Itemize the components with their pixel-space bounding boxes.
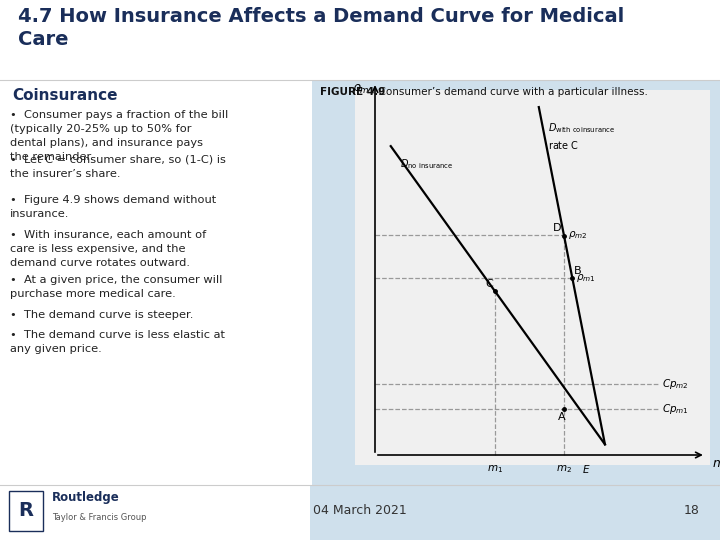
Text: $\rho_{m2}$: $\rho_{m2}$ bbox=[568, 229, 588, 241]
Text: Care: Care bbox=[18, 30, 68, 49]
Text: R: R bbox=[19, 502, 34, 521]
Text: $m_1$: $m_1$ bbox=[487, 463, 503, 475]
Bar bbox=[310, 0, 720, 540]
Text: D: D bbox=[552, 222, 561, 233]
Text: 18: 18 bbox=[684, 503, 700, 516]
Bar bbox=[0, 80, 312, 485]
Text: Routledge: Routledge bbox=[52, 491, 120, 504]
Text: B: B bbox=[575, 266, 582, 275]
Text: •  The demand curve is less elastic at
any given price.: • The demand curve is less elastic at an… bbox=[10, 330, 225, 354]
Text: $\rho_{m1}$: $\rho_{m1}$ bbox=[576, 272, 596, 284]
Text: •  The demand curve is steeper.: • The demand curve is steeper. bbox=[10, 310, 194, 320]
Bar bbox=[355, 90, 710, 465]
Text: Coinsurance: Coinsurance bbox=[12, 88, 117, 103]
Text: $D_{\rm with\ coinsurance}$
$\rm rate\ C$: $D_{\rm with\ coinsurance}$ $\rm rate\ C… bbox=[548, 122, 616, 151]
Text: $m_2$: $m_2$ bbox=[556, 463, 572, 475]
Text: •  At a given price, the consumer will
purchase more medical care.: • At a given price, the consumer will pu… bbox=[10, 275, 222, 299]
Text: $E$: $E$ bbox=[582, 463, 590, 475]
Text: $\rho_m$: $\rho_m$ bbox=[352, 82, 370, 96]
Text: 04 March 2021: 04 March 2021 bbox=[313, 503, 407, 516]
Text: $m$: $m$ bbox=[712, 457, 720, 470]
Text: $D_{\rm no\ insurance}$: $D_{\rm no\ insurance}$ bbox=[400, 157, 454, 171]
Text: $Cp_{m1}$: $Cp_{m1}$ bbox=[662, 402, 689, 416]
Text: 4.7 How Insurance Affects a Demand Curve for Medical: 4.7 How Insurance Affects a Demand Curve… bbox=[18, 7, 624, 26]
Text: $Cp_{m2}$: $Cp_{m2}$ bbox=[662, 377, 689, 391]
Text: FIGURE 4.9: FIGURE 4.9 bbox=[320, 87, 385, 97]
Bar bbox=[0, 0, 720, 80]
Text: A: A bbox=[558, 412, 566, 422]
Text: •  Figure 4.9 shows demand without
insurance.: • Figure 4.9 shows demand without insura… bbox=[10, 195, 216, 219]
Text: •  Consumer pays a fraction of the bill
(typically 20-25% up to 50% for
dental p: • Consumer pays a fraction of the bill (… bbox=[10, 110, 228, 162]
Text: Taylor & Francis Group: Taylor & Francis Group bbox=[52, 514, 146, 523]
Text: •  Let C = consumer share, so (1-C) is
the insurer’s share.: • Let C = consumer share, so (1-C) is th… bbox=[10, 155, 226, 179]
Text: Consumer’s demand curve with a particular illness.: Consumer’s demand curve with a particula… bbox=[372, 87, 648, 97]
Text: C: C bbox=[485, 279, 492, 289]
Text: •  With insurance, each amount of
care is less expensive, and the
demand curve r: • With insurance, each amount of care is… bbox=[10, 230, 206, 268]
FancyBboxPatch shape bbox=[9, 491, 43, 531]
